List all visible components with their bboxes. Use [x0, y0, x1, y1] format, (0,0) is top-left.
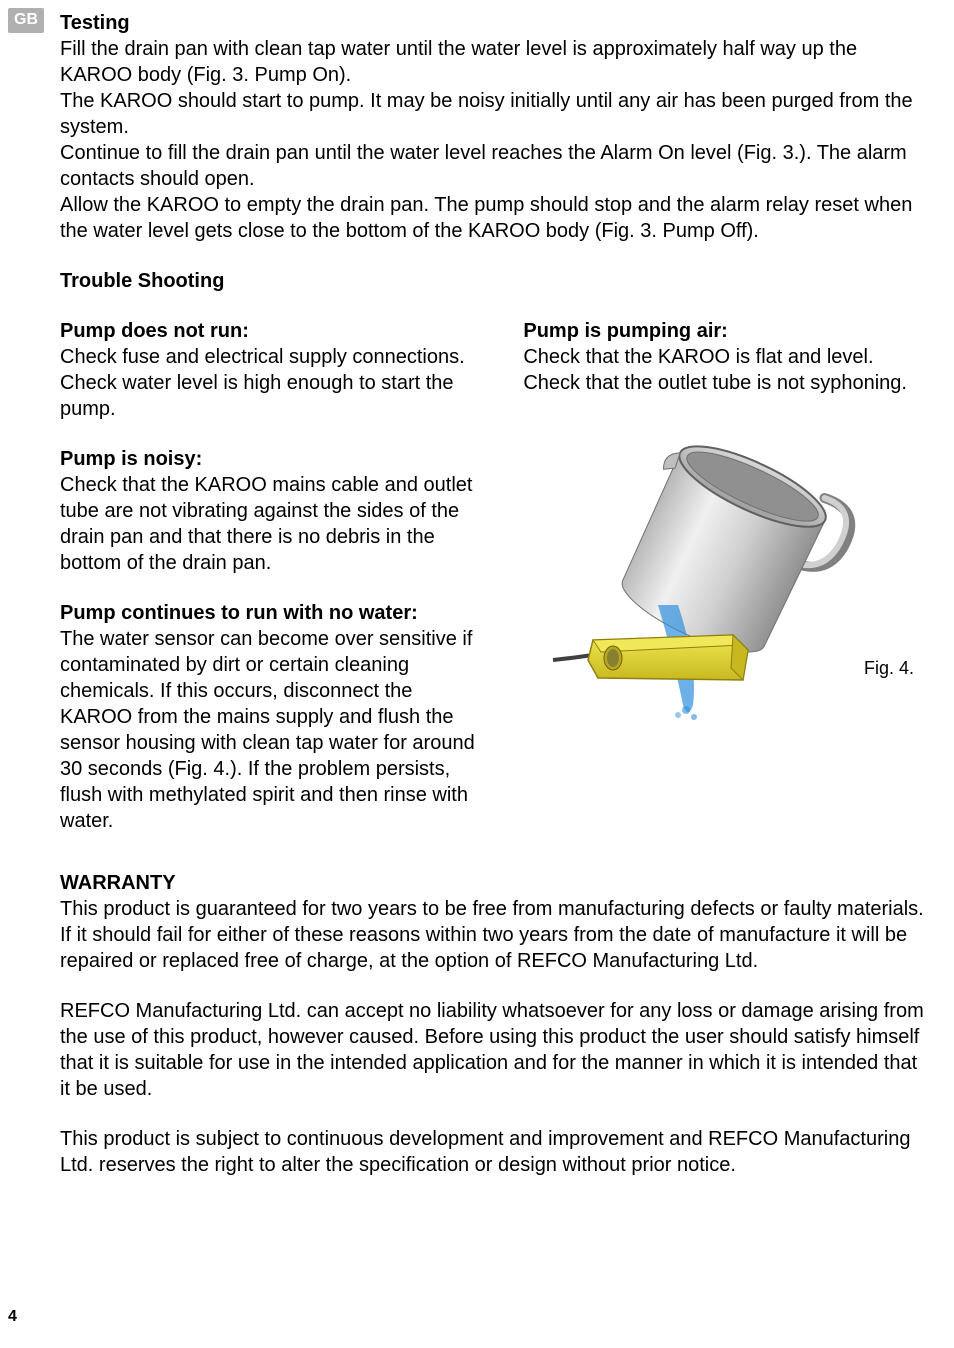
- testing-section: Testing Fill the drain pan with clean ta…: [60, 10, 924, 244]
- warranty-heading: WARRANTY: [60, 870, 924, 896]
- figure-4-label: Fig. 4.: [864, 657, 914, 680]
- testing-p1: Fill the drain pan with clean tap water …: [60, 36, 924, 88]
- trouble-no-water: Pump continues to run with no water: The…: [60, 600, 483, 834]
- trouble-no-run-title: Pump does not run:: [60, 318, 483, 344]
- trouble-no-water-title: Pump continues to run with no water:: [60, 600, 483, 626]
- trouble-noisy-l1: Check that the KAROO mains cable and out…: [60, 472, 483, 576]
- testing-p2: The KAROO should start to pump. It may b…: [60, 88, 924, 140]
- two-column-layout: Pump does not run: Check fuse and electr…: [60, 318, 924, 834]
- warranty-p2: REFCO Manufacturing Ltd. can accept no l…: [60, 998, 924, 1102]
- page-number: 4: [8, 1307, 17, 1328]
- trouble-noisy-title: Pump is noisy:: [60, 446, 483, 472]
- page-content: Testing Fill the drain pan with clean ta…: [0, 0, 954, 1178]
- trouble-air-l2: Check that the outlet tube is not syphon…: [523, 370, 924, 396]
- trouble-air: Pump is pumping air: Check that the KARO…: [523, 318, 924, 396]
- testing-p3: Continue to fill the drain pan until the…: [60, 140, 924, 192]
- warranty-section: WARRANTY This product is guaranteed for …: [60, 870, 924, 1178]
- trouble-no-run: Pump does not run: Check fuse and electr…: [60, 318, 483, 422]
- testing-p4: Allow the KAROO to empty the drain pan. …: [60, 192, 924, 244]
- warranty-p3: This product is subject to continuous de…: [60, 1126, 924, 1178]
- testing-heading: Testing: [60, 10, 924, 36]
- left-column: Pump does not run: Check fuse and electr…: [60, 318, 483, 834]
- trouble-air-l1: Check that the KAROO is flat and level.: [523, 344, 924, 370]
- figure-4-illustration: [523, 420, 923, 740]
- warranty-p1: This product is guaranteed for two years…: [60, 896, 924, 974]
- figure-4-container: Fig. 4.: [523, 420, 924, 740]
- trouble-air-title: Pump is pumping air:: [523, 318, 924, 344]
- troubleshooting-heading: Trouble Shooting: [60, 268, 924, 294]
- right-column: Pump is pumping air: Check that the KARO…: [523, 318, 924, 834]
- trouble-no-water-l1: The water sensor can become over sensiti…: [60, 626, 483, 834]
- trouble-noisy: Pump is noisy: Check that the KAROO main…: [60, 446, 483, 576]
- pump-device: [553, 635, 748, 680]
- trouble-no-run-l2: Check water level is high enough to star…: [60, 370, 483, 422]
- language-badge: GB: [8, 8, 44, 33]
- trouble-no-run-l1: Check fuse and electrical supply connect…: [60, 344, 483, 370]
